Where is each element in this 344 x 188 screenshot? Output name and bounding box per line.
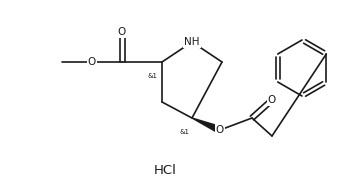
Text: O: O [268, 95, 276, 105]
Text: HCl: HCl [153, 164, 176, 177]
Text: O: O [216, 125, 224, 135]
Text: O: O [118, 27, 126, 37]
Text: &1: &1 [147, 73, 157, 79]
Text: &1: &1 [180, 129, 190, 135]
Text: O: O [88, 57, 96, 67]
Text: NH: NH [184, 37, 200, 47]
Polygon shape [192, 118, 222, 133]
